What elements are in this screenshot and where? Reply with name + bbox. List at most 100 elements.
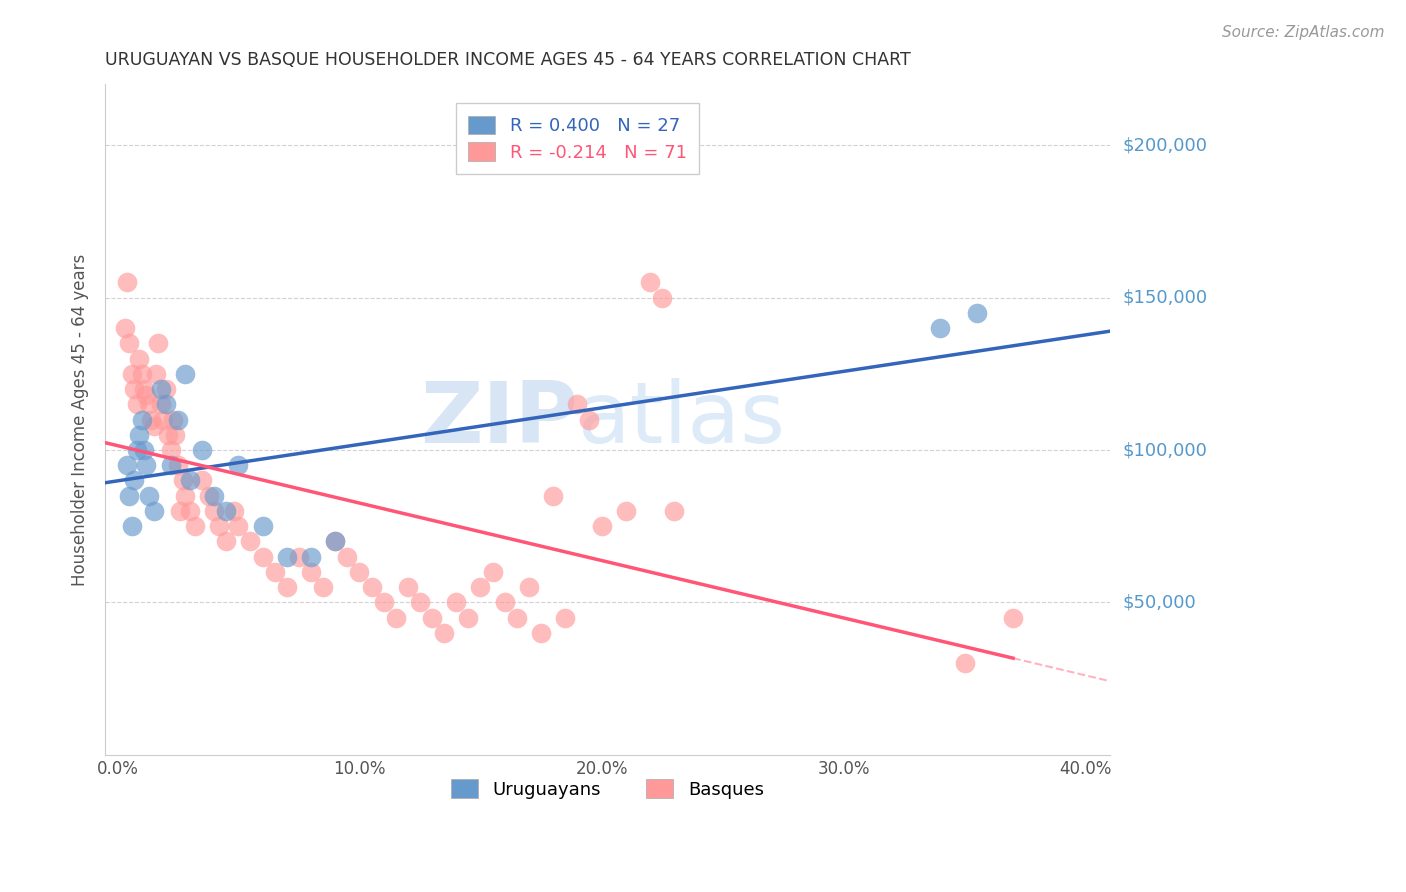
Point xyxy=(506,610,529,624)
Point xyxy=(142,418,165,433)
Point xyxy=(179,504,201,518)
Point xyxy=(222,504,245,518)
Point xyxy=(446,595,468,609)
Point xyxy=(131,367,153,381)
Point xyxy=(118,489,141,503)
Text: atlas: atlas xyxy=(578,378,786,461)
Text: $150,000: $150,000 xyxy=(1122,288,1208,307)
Point xyxy=(288,549,311,564)
Point xyxy=(470,580,492,594)
Point xyxy=(276,549,298,564)
Text: URUGUAYAN VS BASQUE HOUSEHOLDER INCOME AGES 45 - 64 YEARS CORRELATION CHART: URUGUAYAN VS BASQUE HOUSEHOLDER INCOME A… xyxy=(105,51,911,69)
Point xyxy=(172,474,194,488)
Point xyxy=(299,565,322,579)
Point xyxy=(457,610,479,624)
Point xyxy=(157,427,180,442)
Point xyxy=(323,534,346,549)
Point xyxy=(148,336,170,351)
Point xyxy=(128,427,150,442)
Point xyxy=(155,397,177,411)
Point xyxy=(121,519,143,533)
Point xyxy=(578,412,600,426)
Text: Source: ZipAtlas.com: Source: ZipAtlas.com xyxy=(1222,25,1385,40)
Point xyxy=(215,504,238,518)
Point xyxy=(184,519,207,533)
Point xyxy=(638,275,661,289)
Point xyxy=(433,626,456,640)
Point xyxy=(323,534,346,549)
Point xyxy=(118,336,141,351)
Point xyxy=(239,534,262,549)
Point xyxy=(517,580,540,594)
Point xyxy=(252,549,274,564)
Point xyxy=(349,565,371,579)
Point xyxy=(202,489,225,503)
Point xyxy=(141,412,163,426)
Point xyxy=(198,489,221,503)
Point xyxy=(494,595,516,609)
Point xyxy=(132,442,155,457)
Text: ZIP: ZIP xyxy=(420,378,578,461)
Point xyxy=(179,474,201,488)
Point xyxy=(169,504,191,518)
Point xyxy=(252,519,274,533)
Point xyxy=(149,382,172,396)
Point xyxy=(138,397,160,411)
Point xyxy=(152,412,174,426)
Point xyxy=(142,504,165,518)
Point xyxy=(373,595,395,609)
Point xyxy=(174,367,197,381)
Point xyxy=(554,610,576,624)
Point xyxy=(409,595,432,609)
Point xyxy=(336,549,359,564)
Point xyxy=(122,474,145,488)
Point xyxy=(614,504,637,518)
Point xyxy=(384,610,406,624)
Point xyxy=(202,504,225,518)
Point xyxy=(530,626,553,640)
Point xyxy=(191,442,214,457)
Point xyxy=(135,458,157,473)
Point xyxy=(121,367,143,381)
Point xyxy=(128,351,150,366)
Text: $200,000: $200,000 xyxy=(1122,136,1208,154)
Point xyxy=(125,442,148,457)
Point xyxy=(138,489,160,503)
Point xyxy=(162,412,184,426)
Point xyxy=(263,565,285,579)
Text: $50,000: $50,000 xyxy=(1122,593,1197,611)
Legend: Uruguayans, Basques: Uruguayans, Basques xyxy=(437,764,779,813)
Point xyxy=(122,382,145,396)
Point xyxy=(115,275,138,289)
Point xyxy=(228,519,250,533)
Point xyxy=(155,382,177,396)
Point xyxy=(541,489,564,503)
Point xyxy=(131,412,153,426)
Point xyxy=(174,489,197,503)
Point xyxy=(312,580,335,594)
Point xyxy=(591,519,613,533)
Point xyxy=(135,388,157,402)
Point xyxy=(159,442,181,457)
Point xyxy=(651,291,673,305)
Y-axis label: Householder Income Ages 45 - 64 years: Householder Income Ages 45 - 64 years xyxy=(72,253,89,586)
Point xyxy=(299,549,322,564)
Point xyxy=(567,397,589,411)
Point xyxy=(966,306,988,320)
Text: $100,000: $100,000 xyxy=(1122,441,1206,459)
Point xyxy=(396,580,419,594)
Point xyxy=(481,565,503,579)
Point xyxy=(145,367,167,381)
Point xyxy=(159,458,181,473)
Point xyxy=(165,427,187,442)
Point xyxy=(149,397,172,411)
Point xyxy=(228,458,250,473)
Point xyxy=(662,504,685,518)
Point xyxy=(929,321,952,335)
Point xyxy=(166,458,188,473)
Point xyxy=(166,412,188,426)
Point xyxy=(360,580,382,594)
Point xyxy=(115,458,138,473)
Point xyxy=(132,382,155,396)
Point xyxy=(114,321,136,335)
